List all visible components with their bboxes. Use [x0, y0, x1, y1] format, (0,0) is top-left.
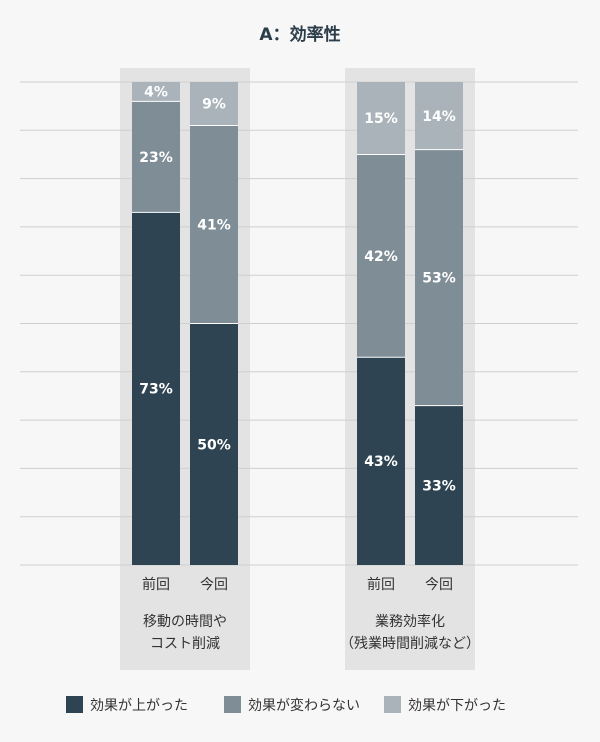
- group-label: （残業時間削減など）: [340, 635, 480, 652]
- bars: [132, 82, 463, 565]
- bar-segment: [132, 101, 180, 213]
- data-label: 41%: [197, 217, 231, 233]
- legend-label: 効果が変わらない: [248, 697, 360, 714]
- data-label: 53%: [422, 271, 456, 287]
- tick-label: 前回: [367, 576, 395, 593]
- legend: 効果が上がった 効果が変わらない 効果が下がった: [66, 696, 506, 714]
- bar-segment: [357, 154, 405, 358]
- data-label: 14%: [422, 109, 456, 125]
- tick-label: 前回: [142, 576, 170, 593]
- legend-swatch: [66, 696, 83, 713]
- bar-segment: [357, 357, 405, 565]
- legend-swatch: [224, 696, 241, 713]
- chart-title: A：効率性: [259, 24, 340, 45]
- bar-segment: [415, 405, 463, 565]
- data-label: 73%: [139, 382, 173, 398]
- bar-segment: [190, 82, 238, 126]
- data-label: 42%: [364, 249, 398, 265]
- group-label: 業務効率化: [375, 613, 445, 630]
- data-label: 15%: [364, 111, 398, 127]
- data-label: 23%: [139, 150, 173, 166]
- legend-swatch: [384, 696, 401, 713]
- group-label: 移動の時間や: [143, 614, 227, 630]
- bar-segment: [132, 82, 180, 102]
- bar-segment: [132, 212, 180, 565]
- group-label: コスト削減: [150, 635, 220, 652]
- legend-label: 効果が下がった: [408, 698, 506, 714]
- data-label: 50%: [197, 437, 231, 453]
- bar-segment: [415, 149, 463, 406]
- legend-label: 効果が上がった: [90, 698, 188, 714]
- bar-segment: [357, 82, 405, 155]
- data-label: 33%: [422, 478, 456, 494]
- tick-label: 今回: [425, 577, 453, 593]
- bar-segment: [190, 323, 238, 565]
- data-label: 9%: [202, 97, 226, 113]
- tick-label: 今回: [200, 577, 228, 593]
- gridlines: [20, 81, 578, 566]
- data-label: 43%: [364, 454, 398, 470]
- bar-segment: [415, 82, 463, 150]
- bar-segment: [190, 125, 238, 324]
- data-label: 4%: [144, 85, 168, 101]
